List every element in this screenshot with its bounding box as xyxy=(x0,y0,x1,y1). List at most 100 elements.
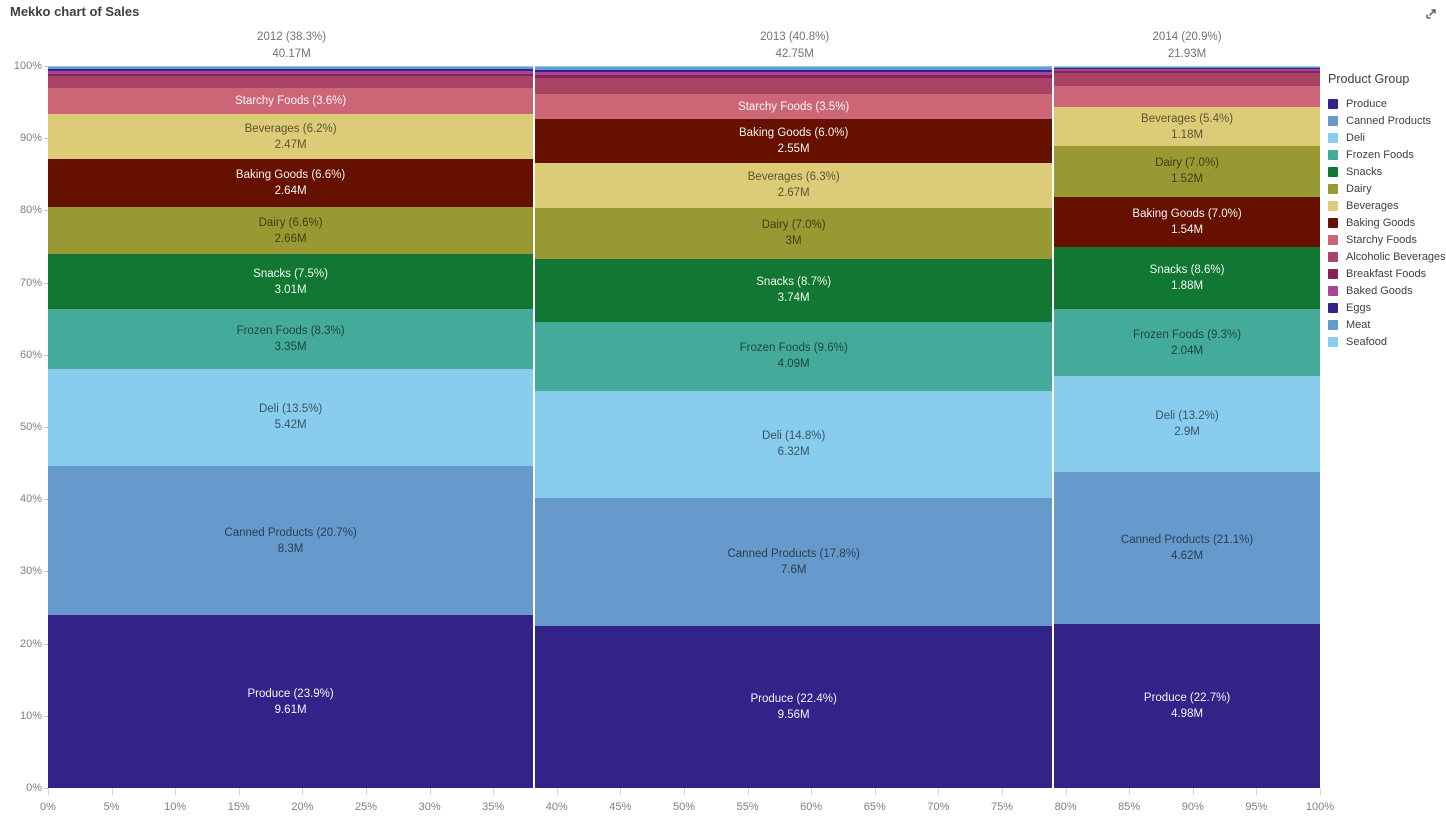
x-axis-tick-label: 30% xyxy=(418,801,441,813)
legend-swatch-icon xyxy=(1328,115,1338,126)
legend-item-breakfast-foods[interactable]: Breakfast Foods xyxy=(1328,265,1444,282)
expand-icon[interactable] xyxy=(1420,3,1442,25)
segment-2013-dairy[interactable]: Dairy (7.0%) 3M xyxy=(535,208,1053,259)
legend-item-deli[interactable]: Deli xyxy=(1328,129,1444,146)
column-header-total: 42.75M xyxy=(775,48,814,60)
column-header-2012: 2012 (38.3%) 40.17M xyxy=(192,29,392,63)
legend-item-starchy-foods[interactable]: Starchy Foods xyxy=(1328,231,1444,248)
segment-label: Frozen Foods (9.6%) xyxy=(739,342,848,355)
x-axis-tick-mark xyxy=(1192,788,1194,795)
segment-2014-baking-goods[interactable]: Baking Goods (7.0%) 1.54M xyxy=(1054,196,1320,248)
legend-item-frozen-foods[interactable]: Frozen Foods xyxy=(1328,146,1444,163)
segment-2012-baking-goods[interactable]: Baking Goods (6.6%) 2.64M xyxy=(48,159,534,207)
segment-2014-meat[interactable] xyxy=(1054,66,1320,68)
y-axis-tick-mark xyxy=(44,571,48,573)
segment-2012-deli[interactable]: Deli (13.5%) 5.42M xyxy=(48,368,534,466)
segment-value: 2.67M xyxy=(777,187,810,200)
segment-2012-seafood[interactable] xyxy=(48,66,534,68)
segment-2014-dairy[interactable]: Dairy (7.0%) 1.52M xyxy=(1054,146,1320,197)
legend-item-eggs[interactable]: Eggs xyxy=(1328,299,1444,316)
legend-item-seafood[interactable]: Seafood xyxy=(1328,333,1444,350)
legend-swatch-icon xyxy=(1328,132,1338,143)
segment-2014-deli[interactable]: Deli (13.2%) 2.9M xyxy=(1054,376,1320,472)
y-axis-tick-label: 50% xyxy=(19,421,42,433)
legend-item-meat[interactable]: Meat xyxy=(1328,316,1444,333)
segment-2012-alcoholic-beverages[interactable] xyxy=(48,76,534,89)
segment-2013-produce[interactable]: Produce (22.4%) 9.56M xyxy=(535,626,1053,788)
segment-2014-eggs[interactable] xyxy=(1054,67,1320,69)
segment-2012-produce[interactable]: Produce (23.9%) 9.61M xyxy=(48,615,534,788)
legend-item-canned-products[interactable]: Canned Products xyxy=(1328,112,1444,129)
x-axis-tick-mark xyxy=(556,788,558,795)
legend-item-snacks[interactable]: Snacks xyxy=(1328,163,1444,180)
legend-item-label: Frozen Foods xyxy=(1346,148,1414,161)
segment-label: Deli (13.2%) xyxy=(1155,410,1219,423)
x-axis-tick-label: 55% xyxy=(736,801,759,813)
segment-2014-frozen-foods[interactable]: Frozen Foods (9.3%) 2.04M xyxy=(1054,309,1320,377)
legend: Product Group Produce Canned Products Deli… xyxy=(1328,72,1446,350)
column-header-2014: 2014 (20.9%) 21.93M xyxy=(1087,29,1287,63)
segment-2014-snacks[interactable]: Snacks (8.6%) 1.88M xyxy=(1054,247,1320,310)
legend-item-beverages[interactable]: Beverages xyxy=(1328,197,1444,214)
legend-swatch-icon xyxy=(1328,217,1338,228)
segment-label: Snacks (8.6%) xyxy=(1149,264,1225,277)
segment-2012-baked-goods[interactable] xyxy=(48,71,534,74)
segment-2014-baked-goods[interactable] xyxy=(1054,68,1320,71)
x-axis-tick-label: 25% xyxy=(354,801,378,813)
segment-2012-breakfast-foods[interactable] xyxy=(48,73,534,77)
segment-2012-snacks[interactable]: Snacks (7.5%) 3.01M xyxy=(48,254,534,309)
y-axis-tick-label: 30% xyxy=(19,565,42,578)
x-axis-tick-label: 20% xyxy=(291,801,314,813)
segment-2014-canned-products[interactable]: Canned Products (21.1%) 4.62M xyxy=(1054,471,1320,625)
x-axis-tick-label: 95% xyxy=(1245,801,1268,813)
legend-item-label: Produce xyxy=(1346,97,1387,110)
segment-2014-breakfast-foods[interactable] xyxy=(1054,70,1320,73)
segment-2014-seafood[interactable] xyxy=(1054,66,1320,67)
x-axis-tick-mark xyxy=(874,788,876,795)
segment-2013-frozen-foods[interactable]: Frozen Foods (9.6%) 4.09M xyxy=(535,321,1053,391)
segment-2013-eggs[interactable] xyxy=(535,69,1053,73)
legend-item-baking-goods[interactable]: Baking Goods xyxy=(1328,214,1444,231)
y-axis-tick-label: 20% xyxy=(19,637,42,650)
segment-2013-breakfast-foods[interactable] xyxy=(535,75,1053,79)
segment-2013-snacks[interactable]: Snacks (8.7%) 3.74M xyxy=(535,258,1053,322)
segment-2014-alcoholic-beverages[interactable] xyxy=(1054,72,1320,87)
x-axis-tick-label: 0% xyxy=(40,801,56,813)
x-axis-tick-mark xyxy=(175,788,177,795)
segment-2013-canned-products[interactable]: Canned Products (17.8%) 7.6M xyxy=(535,497,1053,627)
segment-value: 9.61M xyxy=(274,703,307,716)
legend-item-label: Breakfast Foods xyxy=(1346,267,1427,280)
segment-2014-produce[interactable]: Produce (22.7%) 4.98M xyxy=(1054,624,1320,788)
x-axis-tick-mark xyxy=(1320,788,1321,795)
segment-2013-meat[interactable] xyxy=(535,67,1053,70)
legend-item-alcoholic-beverages[interactable]: Alcoholic Beverages xyxy=(1328,248,1446,265)
y-axis-tick-mark xyxy=(44,715,48,717)
segment-value: 4.09M xyxy=(777,358,810,371)
segment-2012-dairy[interactable]: Dairy (6.6%) 2.66M xyxy=(48,206,534,255)
segment-2012-eggs[interactable] xyxy=(48,69,534,72)
segment-2013-alcoholic-beverages[interactable] xyxy=(535,78,1053,95)
segment-2014-starchy-foods[interactable] xyxy=(1054,86,1320,108)
legend-item-dairy[interactable]: Dairy xyxy=(1328,180,1444,197)
segment-2013-beverages[interactable]: Beverages (6.3%) 2.67M xyxy=(535,162,1053,209)
segment-2013-baked-goods[interactable] xyxy=(535,72,1053,75)
segment-label: Produce (22.7%) xyxy=(1143,692,1231,705)
segment-2013-starchy-foods[interactable]: Starchy Foods (3.5%) xyxy=(535,94,1053,120)
segment-value: 3M xyxy=(785,235,802,248)
segment-2013-baking-goods[interactable]: Baking Goods (6.0%) 2.55M xyxy=(535,119,1053,163)
segment-2012-beverages[interactable]: Beverages (6.2%) 2.47M xyxy=(48,114,534,160)
segment-2013-deli[interactable]: Deli (14.8%) 6.32M xyxy=(535,390,1053,498)
segment-2012-starchy-foods[interactable]: Starchy Foods (3.6%) xyxy=(48,88,534,115)
legend-swatch-icon xyxy=(1328,200,1338,211)
legend-item-baked-goods[interactable]: Baked Goods xyxy=(1328,282,1444,299)
mekko-plot: Starchy Foods (3.6%) Beverages (6.2%) 2.47… xyxy=(48,66,1320,788)
segment-2012-meat[interactable] xyxy=(48,67,534,70)
segment-2014-beverages[interactable]: Beverages (5.4%) 1.18M xyxy=(1054,107,1320,147)
legend-item-produce[interactable]: Produce xyxy=(1328,95,1444,112)
segment-2012-canned-products[interactable]: Canned Products (20.7%) 8.3M xyxy=(48,465,534,616)
y-axis-tick-label: 10% xyxy=(19,709,42,722)
segment-2013-seafood[interactable] xyxy=(535,66,1053,68)
column-header-total: 40.17M xyxy=(272,48,311,60)
segment-2012-frozen-foods[interactable]: Frozen Foods (8.3%) 3.35M xyxy=(48,308,534,369)
segment-value: 8.3M xyxy=(277,542,304,555)
